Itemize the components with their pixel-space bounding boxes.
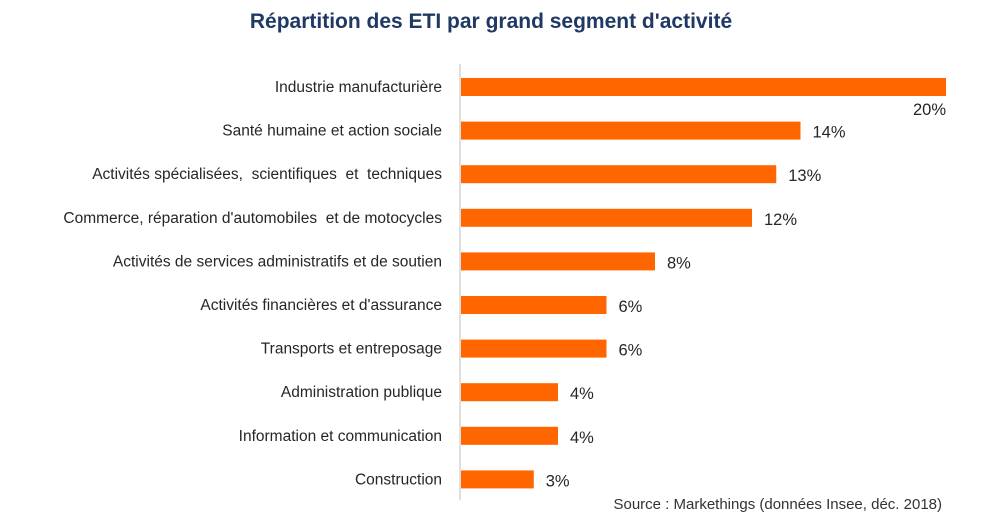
bar — [461, 165, 777, 184]
category-label: Information et communication — [239, 428, 442, 445]
data-label: 20% — [913, 101, 946, 119]
category-label: Activités de services administratifs et … — [113, 253, 442, 270]
bar — [461, 78, 946, 96]
data-label: 4% — [570, 385, 594, 403]
data-label: 13% — [788, 167, 821, 185]
bar — [461, 470, 534, 489]
category-label: Activités spécialisées, scientifiques et… — [92, 166, 442, 183]
category-label: Activités financières et d'assurance — [200, 297, 442, 314]
bar — [461, 121, 801, 140]
category-label: Santé humaine et action sociale — [222, 123, 442, 140]
category-label: Administration publique — [281, 384, 442, 401]
data-label: 14% — [813, 124, 846, 142]
data-label: 6% — [619, 342, 643, 360]
data-label: 8% — [667, 254, 691, 272]
source-note: Source : Markethings (données Insee, déc… — [613, 496, 942, 513]
bar — [461, 339, 607, 358]
data-label: 12% — [764, 211, 797, 229]
bar — [461, 208, 752, 227]
data-label: 4% — [570, 429, 594, 447]
bar — [461, 252, 655, 271]
chart-title: Répartition des ETI par grand segment d'… — [249, 10, 733, 33]
bar — [461, 296, 607, 314]
data-label: 6% — [619, 298, 643, 316]
category-label: Industrie manufacturière — [275, 79, 442, 96]
category-label: Transports et entreposage — [261, 341, 442, 358]
bar — [461, 383, 558, 402]
bar — [461, 426, 558, 445]
category-label: Commerce, réparation d'automobiles et de… — [63, 210, 442, 227]
category-label: Construction — [355, 471, 442, 488]
data-label: 3% — [546, 472, 570, 490]
